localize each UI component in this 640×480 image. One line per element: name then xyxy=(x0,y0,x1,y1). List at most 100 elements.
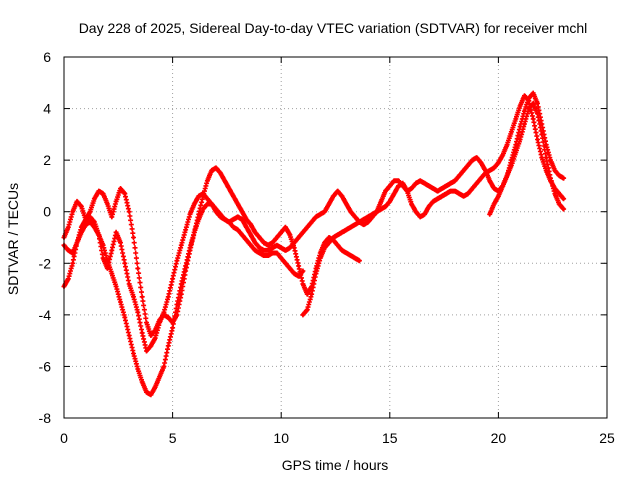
data-point xyxy=(449,189,453,193)
data-point xyxy=(544,155,548,160)
data-point xyxy=(131,295,136,299)
data-point xyxy=(171,326,175,330)
data-point xyxy=(253,241,257,245)
data-point xyxy=(279,256,283,260)
data-point xyxy=(162,364,166,369)
data-point xyxy=(527,99,531,103)
data-point xyxy=(535,137,540,142)
data-point xyxy=(214,207,218,211)
data-point xyxy=(279,230,283,234)
data-point xyxy=(157,318,162,322)
data-point xyxy=(131,235,136,240)
data-point xyxy=(453,179,457,183)
data-point xyxy=(123,315,127,320)
data-point xyxy=(236,202,240,206)
data-point xyxy=(92,197,97,201)
data-point xyxy=(388,184,392,188)
x-axis-label: GPS time / hours xyxy=(282,457,389,473)
data-point xyxy=(301,282,305,286)
data-point xyxy=(379,199,383,203)
data-point xyxy=(270,246,275,250)
data-point xyxy=(331,194,335,198)
data-point xyxy=(488,168,492,173)
data-point xyxy=(223,217,227,222)
data-point xyxy=(336,233,340,237)
data-point xyxy=(501,153,505,157)
data-point xyxy=(210,202,214,206)
data-point xyxy=(557,192,561,196)
data-point xyxy=(210,168,214,173)
data-point xyxy=(518,104,522,108)
data-point xyxy=(136,310,140,314)
data-point xyxy=(140,295,144,299)
data-point xyxy=(444,192,448,196)
data-point xyxy=(344,202,348,206)
data-point xyxy=(340,194,344,198)
data-point xyxy=(444,184,448,188)
data-point xyxy=(431,186,435,191)
data-point xyxy=(175,313,179,317)
data-point xyxy=(540,155,544,160)
data-point xyxy=(357,259,361,263)
data-point xyxy=(84,223,88,227)
data-point xyxy=(509,163,514,167)
x-tick-label: 25 xyxy=(599,430,615,446)
data-point xyxy=(344,251,348,255)
data-point xyxy=(266,253,270,258)
data-point xyxy=(118,186,123,191)
x-tick-label: 0 xyxy=(60,430,68,446)
data-point xyxy=(127,282,131,286)
data-point xyxy=(288,233,292,237)
data-point xyxy=(557,174,561,178)
data-point xyxy=(422,212,427,216)
data-point xyxy=(370,212,375,216)
data-point xyxy=(71,210,75,214)
data-point xyxy=(353,215,357,219)
data-point xyxy=(488,179,492,183)
data-point xyxy=(470,158,474,162)
data-point xyxy=(462,168,466,173)
data-point xyxy=(288,246,292,250)
data-point xyxy=(171,277,175,281)
data-point xyxy=(231,194,236,198)
y-tick-label: 6 xyxy=(43,49,51,65)
data-point xyxy=(79,230,83,234)
data-point xyxy=(218,212,222,216)
y-tick-label: 4 xyxy=(43,101,51,117)
data-point xyxy=(305,308,309,312)
data-point xyxy=(205,179,209,183)
data-point xyxy=(418,179,422,183)
series-track-5 xyxy=(487,100,567,217)
data-point xyxy=(253,230,257,234)
data-point xyxy=(66,225,70,229)
data-point xyxy=(310,220,314,224)
data-point xyxy=(405,189,409,193)
data-point xyxy=(244,225,249,229)
data-point xyxy=(414,210,418,214)
data-point xyxy=(114,284,118,289)
data-point xyxy=(270,241,275,245)
data-point xyxy=(75,241,79,245)
data-point xyxy=(435,189,440,193)
data-point xyxy=(453,189,457,193)
data-point xyxy=(336,189,340,193)
data-point xyxy=(149,333,153,338)
data-point xyxy=(257,246,262,250)
data-point xyxy=(440,186,444,191)
data-point xyxy=(392,192,396,196)
data-point xyxy=(553,168,557,173)
data-point xyxy=(292,246,296,250)
data-point xyxy=(192,202,196,206)
data-point xyxy=(318,256,322,260)
data-point xyxy=(531,117,535,121)
data-point xyxy=(157,375,162,379)
data-point xyxy=(414,181,418,185)
data-point xyxy=(240,217,244,222)
data-point xyxy=(275,235,279,240)
data-point xyxy=(514,150,518,155)
data-point xyxy=(305,225,309,229)
data-point xyxy=(249,233,253,237)
data-point xyxy=(218,171,222,175)
data-point xyxy=(153,385,157,389)
data-point xyxy=(548,176,553,180)
